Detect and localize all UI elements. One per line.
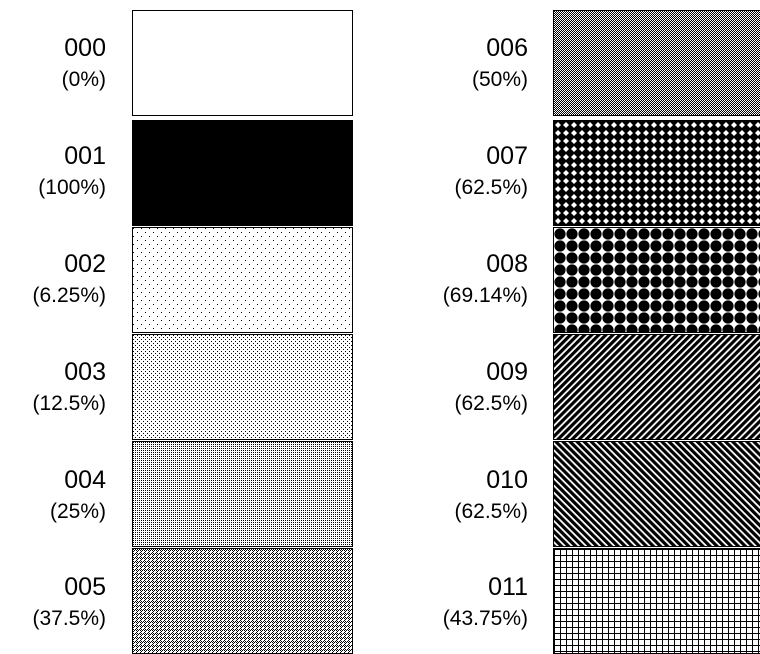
pattern-swatch-000 [132, 10, 353, 116]
pattern-label-006: 006 (50%) [420, 34, 528, 91]
pattern-percent: (100%) [38, 176, 106, 199]
pattern-percent: (43.75%) [442, 607, 528, 630]
pattern-percent: (25%) [49, 500, 106, 523]
fine-crosshatch-pattern-icon [133, 549, 352, 653]
pattern-label-005: 005 (37.5%) [0, 573, 106, 630]
pattern-percent: (62.5%) [454, 176, 528, 199]
pattern-code: 007 [486, 142, 528, 170]
pattern-swatch-002 [132, 227, 353, 333]
pattern-code: 006 [486, 34, 528, 62]
pattern-swatch-006 [553, 10, 760, 116]
pattern-swatch-007 [553, 120, 760, 226]
solid-black-pattern-icon [133, 121, 352, 225]
backward-diagonal-lines-pattern-icon [554, 442, 760, 546]
pattern-code: 005 [64, 573, 106, 601]
pattern-code: 004 [64, 466, 106, 494]
pattern-code: 001 [64, 142, 106, 170]
pattern-swatch-008 [553, 227, 760, 333]
pattern-percent: (6.25%) [32, 284, 106, 307]
forward-diagonal-lines-pattern-icon [554, 335, 760, 439]
pattern-swatch-011 [553, 548, 760, 654]
pattern-label-007: 007 (62.5%) [420, 142, 528, 199]
pattern-percent: (62.5%) [454, 500, 528, 523]
diamond-grid-pattern-icon [554, 121, 760, 225]
pattern-code: 009 [486, 358, 528, 386]
pattern-percent: (62.5%) [454, 392, 528, 415]
pattern-percent: (12.5%) [32, 392, 106, 415]
pattern-label-011: 011 (43.75%) [420, 573, 528, 630]
checkerboard-pattern-icon [554, 11, 760, 115]
pattern-swatch-004 [132, 441, 353, 547]
pattern-label-003: 003 (12.5%) [0, 358, 106, 415]
pattern-swatch-005 [132, 548, 353, 654]
sparse-dots-pattern-icon [133, 228, 352, 332]
pattern-swatch-003 [132, 334, 353, 440]
pattern-label-000: 000 (0%) [0, 34, 106, 91]
pattern-label-008: 008 (69.14%) [420, 250, 528, 307]
pattern-swatch-009 [553, 334, 760, 440]
pattern-code: 000 [64, 34, 106, 62]
pattern-label-002: 002 (6.25%) [0, 250, 106, 307]
pattern-code: 008 [486, 250, 528, 278]
pattern-percent: (37.5%) [32, 607, 106, 630]
large-circles-pattern-icon [554, 228, 760, 332]
pattern-label-009: 009 (62.5%) [420, 358, 528, 415]
pattern-label-010: 010 (62.5%) [420, 466, 528, 523]
medium-dots-pattern-icon [133, 442, 352, 546]
pattern-label-001: 001 (100%) [0, 142, 106, 199]
square-grid-pattern-icon [554, 549, 760, 653]
pattern-code: 002 [64, 250, 106, 278]
solid-white-pattern-icon [133, 11, 352, 115]
pattern-code: 011 [488, 573, 528, 601]
pattern-label-004: 004 (25%) [0, 466, 106, 523]
pattern-percent: (50%) [471, 68, 528, 91]
pattern-code: 010 [486, 466, 528, 494]
pattern-swatch-010 [553, 441, 760, 547]
pattern-percent: (0%) [61, 68, 106, 91]
pattern-percent: (69.14%) [442, 284, 528, 307]
light-dots-pattern-icon [133, 335, 352, 439]
pattern-swatch-001 [132, 120, 353, 226]
pattern-code: 003 [64, 358, 106, 386]
